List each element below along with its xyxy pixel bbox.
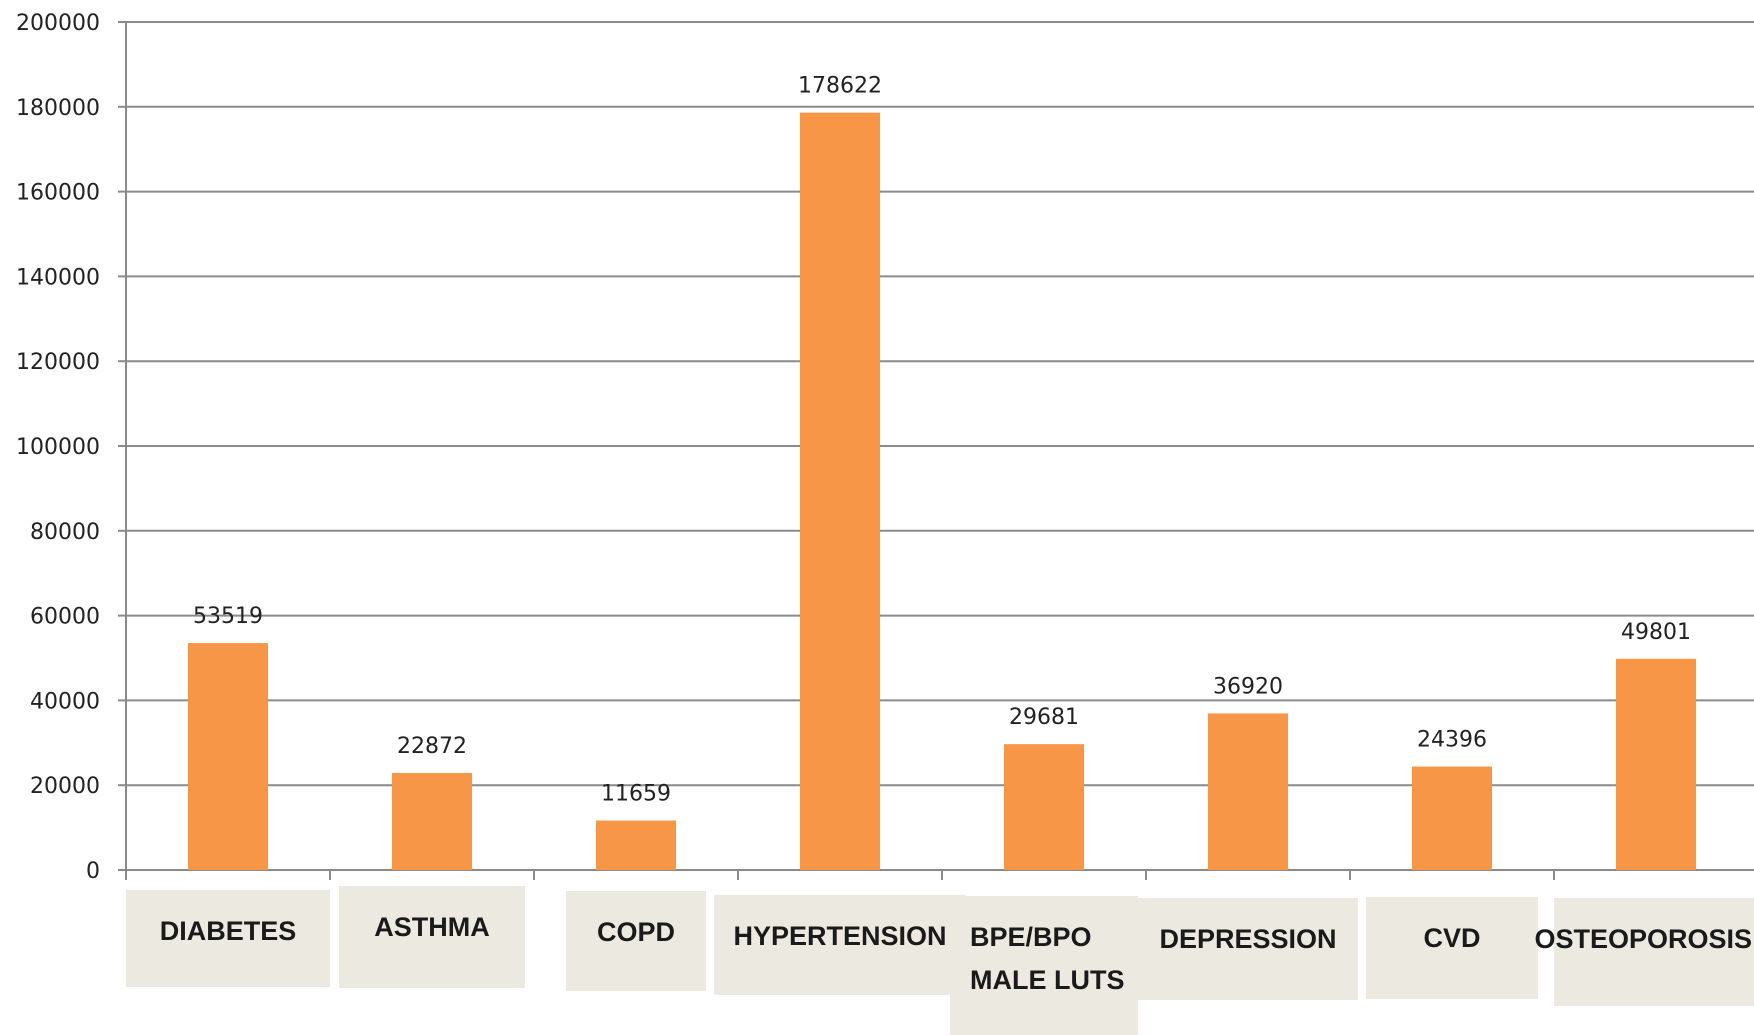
y-axis-tick-labels: 0 20000 40000 60000 80000 100000 120000 140000 1…	[16, 11, 100, 884]
bar-1	[392, 773, 472, 870]
y-tick-label: 120000	[16, 350, 100, 375]
category-box-3	[714, 895, 966, 995]
category-label-2: COPD	[597, 917, 675, 947]
bar-0	[188, 643, 268, 870]
category-box-6	[1366, 897, 1538, 999]
data-label-3: 178622	[798, 74, 882, 99]
bar-5	[1208, 713, 1288, 870]
data-label-5: 36920	[1213, 674, 1283, 699]
category-label-1: ASTHMA	[374, 912, 490, 942]
data-label-1: 22872	[397, 734, 467, 759]
category-label-3: HYPERTENSION	[733, 921, 946, 951]
data-label-0: 53519	[193, 604, 263, 629]
bar-2	[596, 820, 676, 870]
y-tick-label: 160000	[16, 181, 100, 206]
y-tick-label: 60000	[30, 605, 100, 630]
category-box-2	[566, 891, 706, 991]
category-box-4	[950, 896, 1138, 1035]
y-tick-label: 180000	[16, 96, 100, 121]
category-box-7	[1554, 898, 1754, 1006]
data-label-7: 49801	[1621, 620, 1691, 645]
bar-6	[1412, 766, 1492, 870]
category-label-0: DIABETES	[160, 916, 297, 946]
gridlines	[126, 21, 1754, 787]
y-tick-label: 80000	[30, 520, 100, 545]
bars	[188, 112, 1696, 871]
category-label-4: BPE/BPO	[970, 922, 1092, 952]
y-tick-label: 200000	[16, 11, 100, 36]
y-tick-label: 140000	[16, 265, 100, 290]
data-label-6: 24396	[1417, 728, 1487, 753]
data-labels: 53519 22872 11659 178622 29681 36920 24396 4980…	[193, 74, 1691, 807]
axes	[118, 21, 1754, 880]
category-label-6: CVD	[1423, 923, 1480, 953]
category-box-1	[339, 886, 525, 988]
bar-4	[1004, 744, 1084, 870]
bar-7	[1616, 658, 1696, 870]
category-labels: DIABETES ASTHMA COPD HYPERTENSION BPE/BPO MAL…	[126, 886, 1754, 1035]
y-tick-label: 100000	[16, 435, 100, 460]
y-tick-label: 0	[86, 859, 100, 884]
data-label-2: 11659	[601, 782, 671, 807]
bar-3	[800, 112, 880, 871]
y-tick-label: 40000	[30, 689, 100, 714]
category-box-0	[126, 890, 330, 987]
category-label-4: MALE LUTS	[970, 965, 1125, 995]
category-label-7: OSTEOPOROSIS	[1534, 924, 1752, 954]
y-tick-label: 20000	[30, 774, 100, 799]
data-label-4: 29681	[1009, 705, 1079, 730]
category-box-5	[1138, 898, 1358, 1000]
category-label-5: DEPRESSION	[1159, 924, 1336, 954]
